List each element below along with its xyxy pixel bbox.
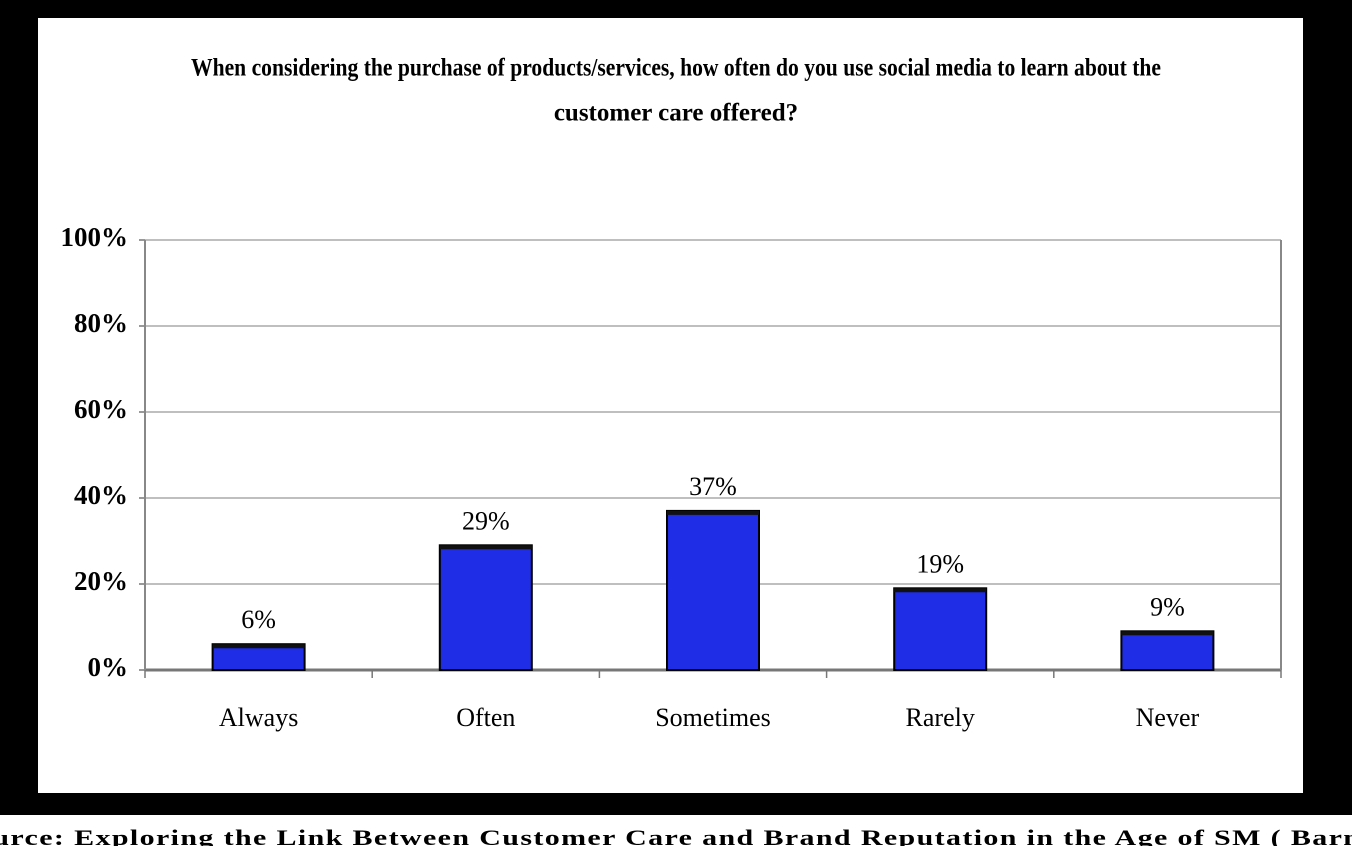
value-label: 9% bbox=[1150, 592, 1185, 621]
bar bbox=[666, 509, 760, 671]
value-label: 37% bbox=[689, 472, 737, 501]
x-tick-label: Sometimes bbox=[655, 703, 771, 732]
value-label: 19% bbox=[916, 549, 964, 578]
bar bbox=[893, 587, 988, 671]
bar bbox=[1120, 630, 1215, 671]
y-tick-label: 60% bbox=[74, 394, 128, 424]
chart-subtitle: customer care offered? bbox=[554, 100, 798, 127]
bar bbox=[438, 544, 533, 671]
x-tick-label: Rarely bbox=[906, 703, 975, 732]
bar bbox=[211, 643, 306, 672]
x-tick-label: Always bbox=[219, 703, 298, 732]
y-tick-label: 20% bbox=[74, 566, 128, 596]
source-note: ource: Exploring the Link Between Custom… bbox=[0, 825, 1352, 846]
y-tick-label: 80% bbox=[74, 308, 128, 338]
chart-title: When considering the purchase of product… bbox=[191, 55, 1161, 82]
y-tick-label: 40% bbox=[74, 480, 128, 510]
value-label: 29% bbox=[462, 506, 510, 535]
x-tick-label: Often bbox=[456, 703, 515, 732]
value-label: 6% bbox=[241, 605, 276, 634]
y-tick-label: 0% bbox=[88, 652, 129, 682]
x-tick-label: Never bbox=[1136, 703, 1200, 732]
chart-background bbox=[38, 18, 1303, 793]
y-tick-label: 100% bbox=[61, 222, 129, 252]
